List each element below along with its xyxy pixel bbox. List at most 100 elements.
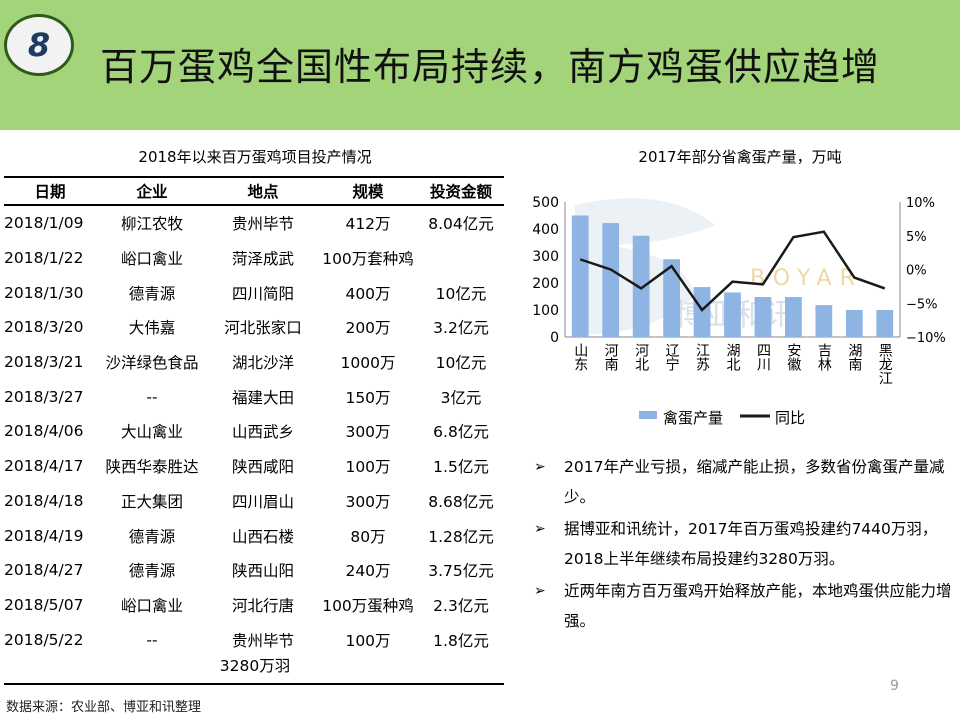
cell-location: 贵州毕节 bbox=[231, 215, 294, 234]
category-label: 湖北 bbox=[725, 343, 741, 372]
category-label: 黑龙江 bbox=[877, 343, 893, 385]
cell-investment: 10亿元 bbox=[435, 284, 487, 303]
right-axis-tick-label: 5% bbox=[906, 230, 927, 245]
legend-label-yoy: 同比 bbox=[775, 409, 805, 427]
table-row: 2018/3/20 大伟嘉 河北张家口 200万 3.2亿元 bbox=[4, 310, 504, 345]
cell-scale: 400万 bbox=[345, 284, 391, 303]
cell-date: 2018/3/21 bbox=[4, 353, 84, 372]
cell-location: 贵州毕节 bbox=[231, 631, 294, 650]
table-total: 3280万羽 bbox=[219, 657, 291, 675]
cell-company: 陕西华泰胜达 bbox=[105, 458, 199, 477]
cell-date: 2018/5/22 bbox=[4, 630, 84, 649]
cell-date: 2018/4/17 bbox=[4, 457, 84, 476]
bar-湖南 bbox=[845, 310, 863, 337]
column-header-date: 日期 bbox=[4, 176, 96, 206]
column-header-investment: 投资金额 bbox=[418, 176, 504, 206]
table-row: 2018/3/21 沙洋绿色食品 湖北沙洋 1000万 10亿元 bbox=[4, 345, 504, 380]
cell-investment: 10亿元 bbox=[435, 354, 487, 373]
cell-company: -- bbox=[146, 387, 158, 406]
bullet-list: ➢ 2017年产业亏损，缩减产能止损，多数省份禽蛋产量减少。 ➢ 据博亚和讯统计，2… bbox=[534, 452, 954, 638]
legend-bar-swatch bbox=[639, 411, 657, 419]
bar-吉林 bbox=[815, 305, 833, 337]
header-band: 8 百万蛋鸡全国性布局持续，南方鸡蛋供应趋增 bbox=[0, 0, 960, 130]
bullet-item: ➢ 2017年产业亏损，缩减产能止损，多数省份禽蛋产量减少。 bbox=[534, 452, 954, 512]
cell-location: 河北张家口 bbox=[224, 319, 302, 338]
table-row: 2018/4/06 大山禽业 山西武乡 300万 6.8亿元 bbox=[4, 414, 504, 449]
table-row: 2018/5/07 峪口禽业 河北行唐 100万蛋种鸡 2.3亿元 bbox=[4, 588, 504, 623]
cell-location: 河北行唐 bbox=[231, 596, 294, 615]
cell-scale: 240万 bbox=[345, 562, 391, 581]
category-label: 安徽 bbox=[785, 343, 801, 371]
left-axis-tick-label: 500 bbox=[532, 195, 559, 211]
cell-investment: 3.75亿元 bbox=[428, 562, 494, 581]
category-label: 四川 bbox=[755, 343, 771, 371]
page-number: 9 bbox=[890, 678, 899, 694]
cell-investment: 1.5亿元 bbox=[433, 458, 489, 477]
cell-company: 峪口禽业 bbox=[120, 250, 183, 269]
slide-title: 百万蛋鸡全国性布局持续，南方鸡蛋供应趋增 bbox=[100, 45, 881, 89]
cell-scale: 80万 bbox=[350, 527, 386, 546]
cell-date: 2018/5/07 bbox=[4, 595, 84, 614]
cell-date: 2018/3/27 bbox=[4, 387, 84, 406]
cell-investment: 3亿元 bbox=[440, 388, 482, 407]
cell-location: 菏泽成武 bbox=[231, 250, 294, 269]
cell-date: 2018/4/06 bbox=[4, 422, 84, 441]
legend-label-production: 禽蛋产量 bbox=[663, 409, 723, 427]
category-label: 河北 bbox=[633, 343, 649, 372]
cell-location: 陕西咸阳 bbox=[231, 458, 294, 477]
cell-scale: 412万 bbox=[345, 215, 391, 234]
cell-date: 2018/4/19 bbox=[4, 526, 84, 545]
bar-安徽 bbox=[785, 297, 802, 337]
table-row: 2018/1/30 德青源 四川简阳 400万 10亿元 bbox=[4, 275, 504, 310]
column-header-scale: 规模 bbox=[318, 176, 418, 206]
cell-date: 2018/3/20 bbox=[4, 318, 84, 337]
table-row: 2018/4/27 德青源 陕西山阳 240万 3.75亿元 bbox=[4, 553, 504, 588]
cell-location: 四川简阳 bbox=[231, 284, 294, 303]
left-axis-tick-label: 400 bbox=[532, 222, 559, 238]
cell-investment: 2.3亿元 bbox=[433, 596, 489, 615]
table-row: 2018/4/17 陕西华泰胜达 陕西咸阳 100万 1.5亿元 bbox=[4, 449, 504, 484]
data-source-note: 数据来源：农业部、博亚和讯整理 bbox=[6, 700, 202, 715]
category-label: 江苏 bbox=[694, 343, 710, 372]
bar-黑龙江 bbox=[876, 310, 894, 337]
cell-company: 大伟嘉 bbox=[128, 319, 176, 338]
bullet-item: ➢ 近两年南方百万蛋鸡开始释放产能，本地鸡蛋供应能力增强。 bbox=[534, 576, 954, 636]
table-caption: 2018年以来百万蛋鸡项目投产情况 bbox=[138, 148, 372, 166]
cell-company: -- bbox=[146, 630, 158, 649]
cell-location: 陕西山阳 bbox=[231, 562, 294, 581]
cell-location: 山西石楼 bbox=[231, 527, 294, 546]
table-row: 2018/3/27 -- 福建大田 150万 3亿元 bbox=[4, 379, 504, 414]
bar-四川 bbox=[754, 297, 772, 337]
cell-company: 德青源 bbox=[128, 284, 176, 303]
category-label: 辽宁 bbox=[664, 343, 680, 371]
column-header-company: 企业 bbox=[96, 176, 208, 206]
cell-location: 四川眉山 bbox=[231, 492, 294, 511]
cell-scale: 1000万 bbox=[340, 354, 396, 373]
category-label: 吉林 bbox=[816, 343, 832, 371]
column-header-location: 地点 bbox=[208, 176, 318, 206]
slide-number-badge: 8 bbox=[4, 14, 74, 76]
cell-scale: 100万套种鸡 bbox=[322, 250, 414, 269]
cell-scale: 100万蛋种鸡 bbox=[322, 596, 414, 615]
cell-date: 2018/4/18 bbox=[4, 491, 84, 510]
table-row: 2018/1/09 柳江农牧 贵州毕节 412万 8.04亿元 bbox=[4, 205, 504, 241]
table-row: 2018/5/22 -- 贵州毕节 100万 1.8亿元 bbox=[4, 622, 504, 657]
cell-investment: 8.04亿元 bbox=[428, 215, 494, 234]
table-row: 2018/4/18 正大集团 四川眉山 300万 8.68亿元 bbox=[4, 484, 504, 519]
right-axis-tick-label: 0% bbox=[906, 264, 927, 279]
bullet-item: ➢ 据博亚和讯统计，2017年百万蛋鸡投建约7440万羽，2018上半年继续布局投… bbox=[534, 514, 954, 574]
project-table: 日期 企业 地点 规模 投资金额 2018/1/09 柳江农牧 贵州毕节 412万 8.… bbox=[4, 176, 504, 657]
egg-production-chart: BOYAR 博亚和讯 0100200300400500−10%−5%0%5%10… bbox=[532, 195, 946, 427]
cell-scale: 300万 bbox=[345, 492, 391, 511]
left-axis-tick-label: 300 bbox=[532, 249, 559, 265]
table-row: 2018/4/19 德青源 山西石楼 80万 1.28亿元 bbox=[4, 518, 504, 553]
cell-scale: 300万 bbox=[345, 423, 391, 442]
cell-investment: 6.8亿元 bbox=[433, 423, 489, 442]
arrow-bullet-icon: ➢ bbox=[534, 521, 546, 537]
cell-date: 2018/1/30 bbox=[4, 283, 84, 302]
left-axis-tick-label: 200 bbox=[532, 276, 559, 292]
cell-investment: 1.8亿元 bbox=[433, 631, 489, 650]
category-label: 山东 bbox=[572, 343, 588, 371]
cell-scale: 150万 bbox=[345, 388, 391, 407]
left-axis-tick-label: 0 bbox=[550, 330, 559, 346]
